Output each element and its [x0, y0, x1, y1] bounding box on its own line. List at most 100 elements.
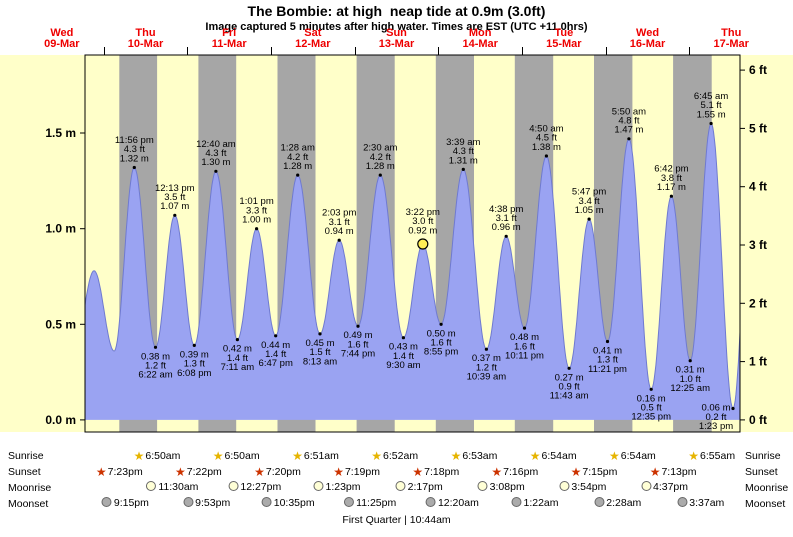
sunrise-star-icon: ★: [371, 449, 383, 463]
sunrise-right-label: Sunrise: [745, 450, 781, 462]
moonset-left-label: Moonset: [8, 498, 49, 510]
low-tide-annotation: 0.16 m 0.5 ft 12:35 pm: [631, 393, 671, 422]
sunset-star-icon: ★: [333, 465, 344, 479]
tide-point-dot: [356, 324, 360, 328]
moonrise-time: 4:37pm: [652, 481, 689, 493]
sunrise-event: ★6:54am: [530, 449, 577, 463]
tide-point-dot: [688, 359, 692, 363]
tide-area: [85, 123, 740, 420]
moonset-event: 3:37am: [677, 497, 724, 509]
sunrise-time: 6:50am: [145, 450, 181, 462]
sunrise-star-icon: ★: [133, 449, 145, 463]
tide-point-dot: [132, 165, 136, 170]
moonset-icon: [183, 497, 194, 507]
sunrise-time: 6:51am: [303, 450, 339, 462]
tide-point-dot: [439, 322, 443, 326]
moonset-event: 9:53pm: [183, 497, 230, 509]
tide-point-dot: [522, 326, 527, 330]
high-tide-annotation: 12:40 am 4.3 ft 1.30 m: [196, 139, 236, 168]
tide-point-dot: [192, 343, 196, 347]
moonset-time: 9:53pm: [195, 497, 231, 509]
day-boundary-tick: [605, 47, 607, 55]
moonset-icon: [677, 497, 688, 507]
sunset-time: 7:22pm: [186, 466, 222, 478]
day-boundary-tick: [187, 47, 189, 55]
tide-point-dot: [649, 387, 653, 391]
moonrise-icon: [313, 481, 324, 491]
day-boundary-tick: [103, 47, 105, 55]
moonrise-time: 1:23pm: [325, 481, 361, 493]
high-tide-annotation: 6:42 pm 3.8 ft 1.17 m: [654, 164, 688, 193]
high-tide-annotation: 3:39 am 4.3 ft 1.31 m: [446, 137, 480, 166]
moonset-time: 1:22am: [523, 497, 559, 509]
y-axis-label-right: 3 ft: [749, 238, 767, 252]
current-tide-marker: [417, 238, 429, 250]
high-tide-annotation: 4:50 am 4.5 ft 1.38 m: [529, 124, 563, 153]
moonrise-left-label: Moonrise: [8, 482, 52, 494]
moonrise-right-label: Moonrise: [745, 482, 789, 494]
moonrise-time: 3:08pm: [489, 481, 525, 493]
sunset-event: ★7:23pm: [96, 465, 143, 479]
y-axis-label-left: 0.0 m: [45, 413, 76, 427]
moonrise-icon: [395, 481, 406, 491]
high-tide-annotation: 2:03 pm 3.1 ft 0.94 m: [322, 208, 356, 237]
sunrise-time: 6:55am: [700, 450, 736, 462]
y-axis-label-right: 1 ft: [749, 355, 767, 369]
tide-point-dot: [296, 173, 300, 177]
moonset-event: 2:28am: [594, 497, 641, 509]
sunset-event: ★7:18pm: [412, 465, 459, 479]
tide-point-dot: [461, 167, 465, 171]
moonset-event: 9:15pm: [101, 497, 149, 509]
sunrise-star-icon: ★: [212, 449, 224, 463]
day-boundary-tick: [271, 47, 272, 55]
sunrise-event: ★6:50am: [134, 449, 181, 463]
tide-point-dot: [731, 406, 735, 411]
sunset-star-icon: ★: [412, 465, 424, 479]
sunset-event: ★7:20pm: [254, 465, 301, 479]
tide-point-dot: [627, 137, 631, 141]
y-axis-label-left: 0.5 m: [45, 317, 76, 331]
tide-point-dot: [544, 154, 549, 158]
sunset-star-icon: ★: [649, 465, 661, 479]
day-boundary-tick: [689, 47, 691, 55]
sunset-event: ★7:22pm: [175, 465, 222, 479]
chart-subtitle: Image captured 5 minutes after high wate…: [205, 21, 588, 33]
sunset-left-label: Sunset: [8, 466, 41, 478]
moonset-event: 11:25pm: [344, 497, 396, 509]
sunrise-star-icon: ★: [608, 449, 620, 463]
low-tide-annotation: 0.41 m 1.3 ft 11:21 pm: [588, 346, 627, 375]
tide-chart: 0.0 m 0.5 m 1.0 m 1.5 m 0 ft 1 ft 2 ft 3 ft 4 ft…: [0, 54, 793, 433]
sunset-right-label: Sunset: [745, 466, 778, 478]
high-tide-annotation: 5:50 am 4.8 ft 1.47 m: [612, 106, 646, 135]
high-tide-annotation: 4:38 pm 3.1 ft 0.96 m: [489, 204, 523, 233]
moonset-icon: [425, 497, 436, 507]
tide-point-dot: [274, 334, 278, 338]
tide-point-dot: [337, 238, 341, 242]
low-tide-annotation: 0.43 m 1.4 ft 9:30 am: [386, 342, 420, 371]
moonrise-icon: [477, 481, 488, 491]
sunrise-star-icon: ★: [529, 449, 541, 463]
moonrise-event: 2:17pm: [395, 481, 443, 493]
sunset-star-icon: ★: [95, 465, 107, 479]
sunrise-event: ★6:52am: [371, 449, 418, 463]
tide-point-dot: [378, 173, 382, 177]
moonset-icon: [101, 497, 112, 507]
high-tide-annotation: 11:56 pm 4.3 ft 1.32 m: [115, 135, 154, 164]
day-boundary-tick: [438, 47, 440, 55]
low-tide-annotation: 0.45 m 1.5 ft 8:13 am: [303, 338, 337, 367]
sunset-time: 7:16pm: [503, 466, 539, 478]
sunset-star-icon: ★: [491, 465, 503, 479]
moonset-time: 9:15pm: [113, 497, 149, 509]
tide-point-dot: [484, 347, 488, 351]
sunset-event: ★7:13pm: [650, 465, 697, 479]
sunrise-event: ★6:55am: [688, 449, 735, 463]
astro-row-sunrise: Sunrise Sunrise ★6:50am ★6:50am ★6:51am ★6:52…: [0, 449, 793, 464]
sunset-time: 7:23pm: [107, 466, 143, 478]
moonrise-event: 4:37pm: [640, 481, 689, 493]
moonrise-time: 3:54pm: [571, 481, 607, 493]
tide-point-dot: [669, 194, 674, 198]
y-axis-label-left: 1.0 m: [45, 222, 76, 236]
sunrise-time: 6:54am: [541, 450, 577, 462]
high-tide-annotation: 6:45 am 5.1 ft 1.55 m: [694, 91, 728, 120]
